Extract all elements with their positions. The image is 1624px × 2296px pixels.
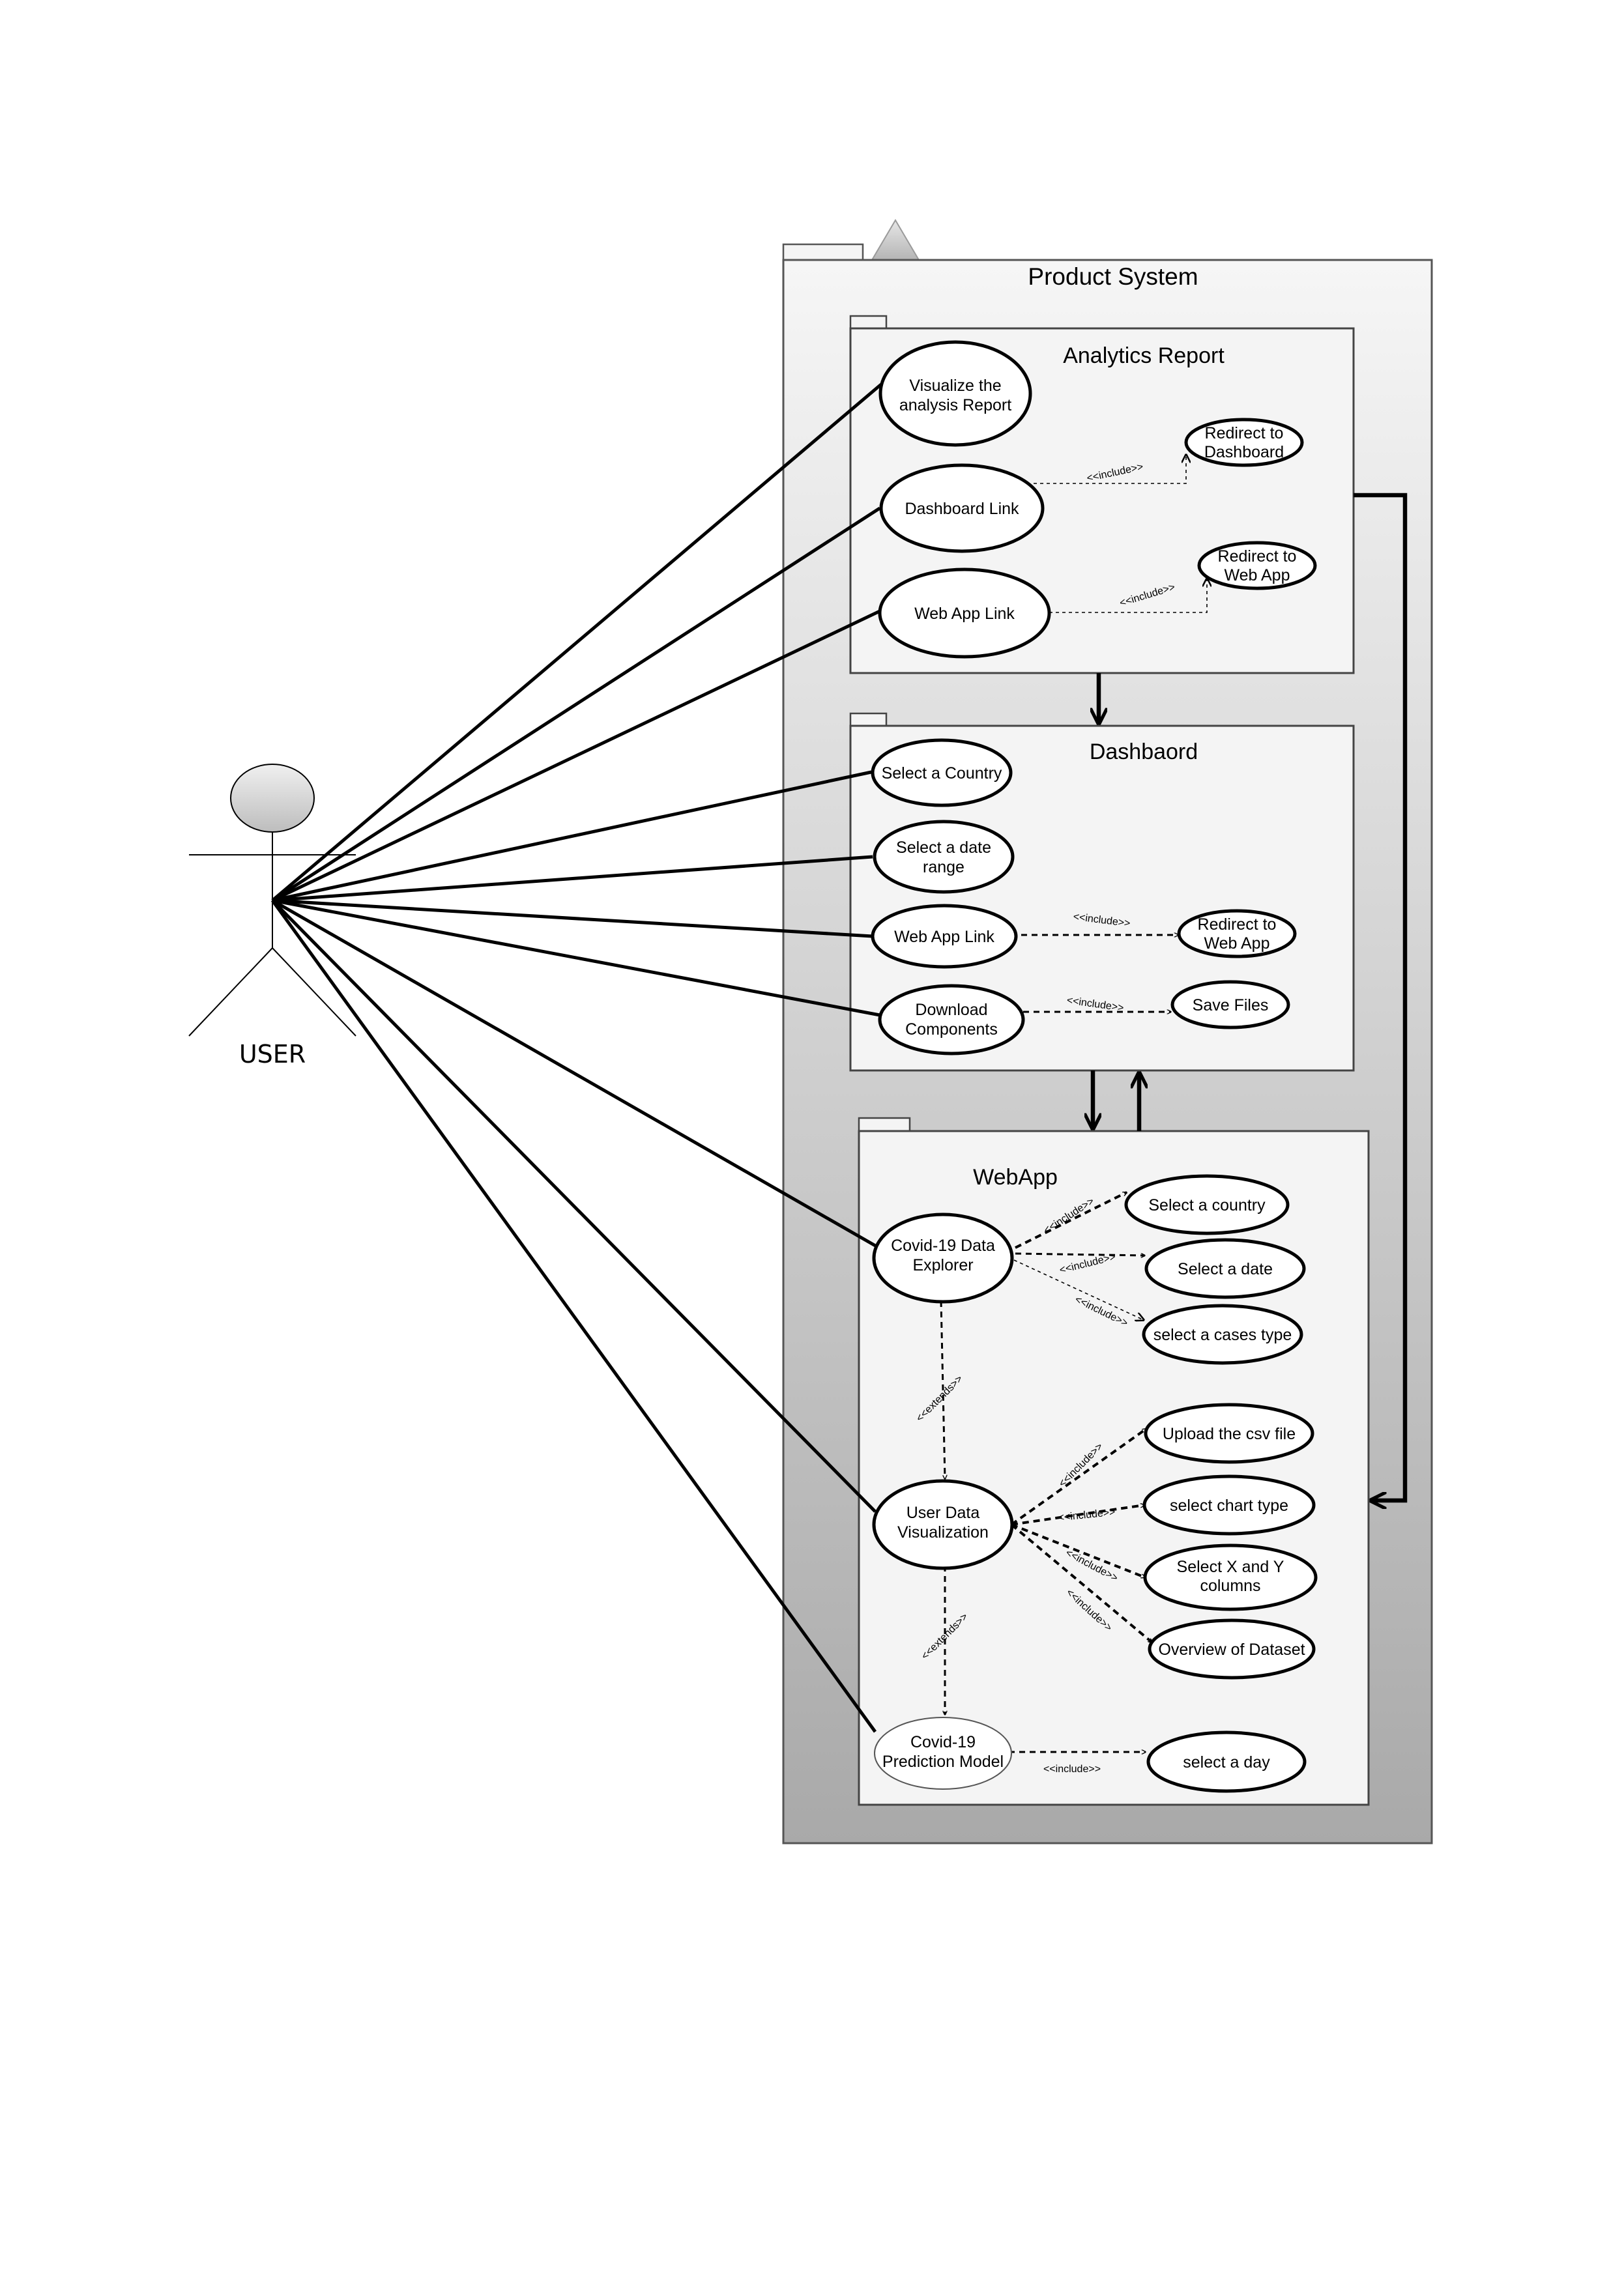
actor-associations: [270, 383, 882, 1733]
use-case-redirect-dashboard: Redirect to Dashboard: [1184, 418, 1304, 467]
use-case-label: Visualization: [897, 1523, 989, 1542]
use-case-label: Components: [905, 1020, 998, 1039]
association-db-web-app-link: [272, 898, 873, 938]
use-case-select-chart-type: select chart type: [1142, 1474, 1316, 1536]
use-case-label: analysis Report: [899, 396, 1011, 414]
webapp-tab: [858, 1117, 911, 1132]
product-system-title: Product System: [1028, 263, 1198, 290]
use-case-select-date-range: Select a date range: [873, 820, 1015, 894]
use-case-label: Web App Link: [894, 928, 994, 946]
dashboard-title: Dashbaord: [1090, 739, 1198, 764]
use-case-label: columns: [1200, 1577, 1260, 1595]
user-actor: USER: [188, 764, 356, 1069]
use-case-user-data-viz: User Data Visualization: [872, 1479, 1014, 1570]
use-case-label: Explorer: [912, 1256, 973, 1274]
association-prediction-model: [270, 899, 877, 1733]
use-case-label: Overview of Dataset: [1158, 1641, 1305, 1659]
use-case-label: Select a Country: [882, 764, 1002, 782]
use-case-db-web-app-link: Web App Link: [871, 904, 1018, 969]
dependency-arrows: [940, 455, 1207, 1752]
include-label: <<include>>: [1043, 1764, 1101, 1775]
use-case-label: Web App Link: [914, 605, 1015, 623]
use-case-label: Web App: [1204, 934, 1269, 953]
use-case-visualize-report: Visualize the analysis Report: [878, 340, 1032, 447]
association-select-date-range: [272, 855, 873, 902]
use-case-label: Save Files: [1193, 996, 1269, 1014]
association-download-components: [272, 898, 880, 1017]
include-arrow-select-date: [1015, 1252, 1145, 1256]
include-arrow-ar-redirect-web-app: [1049, 579, 1207, 613]
use-case-download-components: Download Components: [878, 984, 1025, 1055]
use-case-label: Download: [915, 1001, 987, 1019]
use-case-label: Select a country: [1148, 1196, 1266, 1214]
association-visualize-report: [271, 383, 882, 902]
user-actor-head-icon: [230, 764, 315, 833]
analytics-report-title: Analytics Report: [1063, 343, 1225, 368]
association-dashboard-link: [271, 506, 881, 902]
use-case-label: Visualize the: [909, 377, 1001, 395]
use-case-label: Prediction Model: [882, 1753, 1004, 1771]
use-case-label: Dashboard Link: [905, 500, 1019, 518]
use-case-select-day: select a day: [1146, 1730, 1307, 1793]
product-system-tab: [782, 243, 864, 261]
use-case-label: Covid-19 Data: [891, 1237, 995, 1255]
use-case-upload-csv: Upload the csv file: [1144, 1403, 1314, 1464]
use-case-select-date: Select a date: [1144, 1238, 1306, 1299]
use-case-db-redirect-web-app: Redirect to Web App: [1177, 909, 1297, 958]
use-case-select-cases-type: select a cases type: [1142, 1304, 1303, 1365]
use-case-select-country: Select a Country: [871, 738, 1013, 807]
use-case-label: select a day: [1183, 1753, 1270, 1772]
use-case-label: Select a date: [1178, 1260, 1273, 1278]
user-actor-label: USER: [239, 1040, 306, 1069]
package-flow-arrows: [1093, 493, 1408, 1500]
use-case-label: Select a date: [896, 839, 991, 857]
include-arrow-upload-csv: [1010, 1428, 1146, 1526]
use-case-label: Web App: [1224, 566, 1290, 584]
include-arrow-select-cases-type: [1013, 1259, 1144, 1320]
use-case-label: Upload the csv file: [1163, 1425, 1296, 1443]
use-case-overview-dataset: Overview of Dataset: [1148, 1618, 1316, 1680]
use-case-label: Redirect to: [1205, 424, 1284, 442]
analytics-report-tab: [849, 315, 888, 330]
extends-arrow-user-data-viz: [940, 1300, 945, 1479]
association-user-data-viz: [271, 899, 877, 1513]
use-case-ar-web-app-link: Web App Link: [878, 567, 1051, 659]
flow-analytics-to-webapp: [1354, 493, 1408, 1500]
use-case-label: Covid-19: [910, 1733, 976, 1751]
use-case-select-country-webapp: Select a country: [1124, 1174, 1290, 1235]
use-case-label: select a cases type: [1153, 1326, 1292, 1344]
user-actor-leg-right: [272, 947, 356, 1037]
use-case-label: select chart type: [1170, 1497, 1288, 1515]
use-case-prediction-model: Covid-19 Prediction Model: [874, 1717, 1012, 1790]
user-actor-leg-left: [188, 947, 273, 1037]
use-case-label: range: [923, 858, 964, 876]
webapp-title: WebApp: [973, 1165, 1058, 1190]
use-case-ar-redirect-web-app: Redirect to Web App: [1197, 541, 1317, 590]
use-case-data-explorer: Covid-19 Data Explorer: [872, 1213, 1014, 1304]
use-case-select-xy: Select X and Y columns: [1143, 1543, 1318, 1611]
association-select-country: [272, 770, 872, 902]
use-case-label: Redirect to: [1198, 915, 1277, 934]
include-arrow-select-country: [1015, 1191, 1127, 1249]
dashboard-tab: [849, 712, 888, 727]
use-case-dashboard-link: Dashboard Link: [879, 463, 1045, 553]
use-case-label: Dashboard: [1204, 443, 1284, 461]
use-case-save-files: Save Files: [1170, 980, 1290, 1029]
use-case-label: Select X and Y: [1177, 1558, 1284, 1576]
use-case-label: Redirect to: [1218, 547, 1297, 566]
association-ar-web-app-link: [271, 609, 881, 902]
include-arrow-redirect-dashboard: [1034, 455, 1186, 484]
association-data-explorer: [271, 898, 878, 1248]
package-triangle-icon: [871, 219, 920, 261]
include-arrow-overview-dataset: [1010, 1523, 1152, 1644]
include-arrow-select-xy: [1011, 1523, 1145, 1579]
include-arrow-chart-type: [1011, 1505, 1144, 1526]
use-case-label: User Data: [906, 1504, 980, 1522]
